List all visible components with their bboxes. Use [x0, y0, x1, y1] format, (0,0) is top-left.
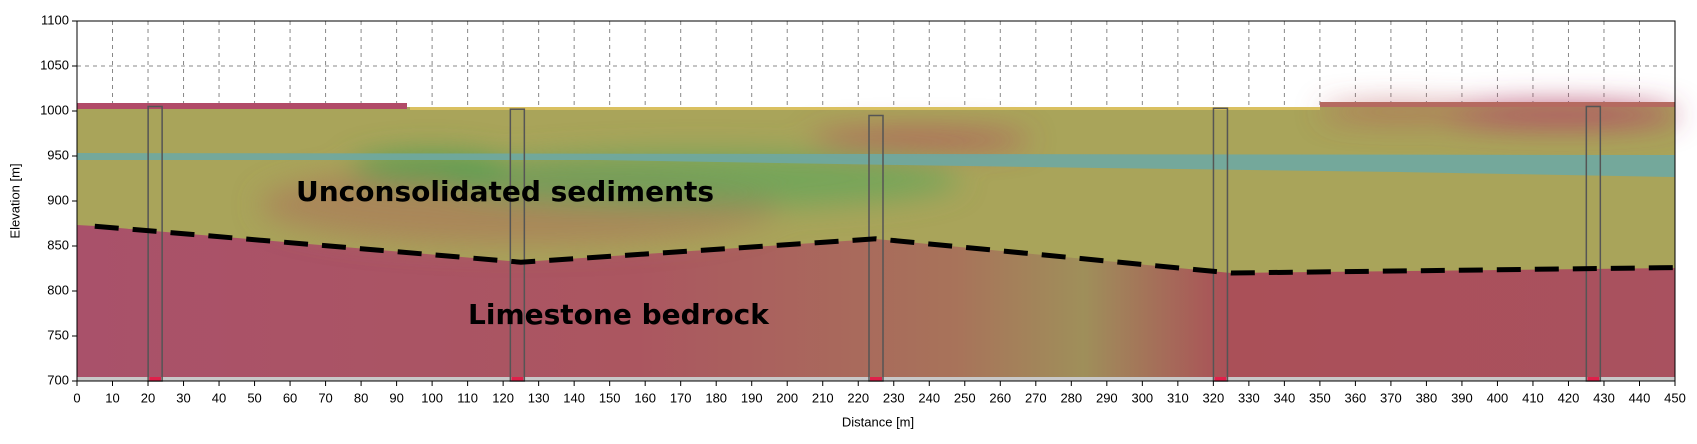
x-tick-label: 300 — [1131, 390, 1153, 405]
x-tick-label: 0 — [73, 390, 80, 405]
x-tick-label: 120 — [492, 390, 514, 405]
section-fill — [77, 102, 1680, 381]
x-tick-label: 30 — [176, 390, 190, 405]
x-tick-label: 130 — [528, 390, 550, 405]
x-tick-label: 190 — [741, 390, 763, 405]
x-tick-label: 370 — [1380, 390, 1402, 405]
x-tick-label: 70 — [318, 390, 332, 405]
x-tick-label: 450 — [1664, 390, 1686, 405]
x-tick-label: 320 — [1203, 390, 1225, 405]
borehole-base — [870, 377, 882, 381]
x-tick-label: 40 — [212, 390, 226, 405]
x-tick-label: 10 — [105, 390, 119, 405]
x-tick-label: 250 — [954, 390, 976, 405]
x-tick-label: 270 — [1025, 390, 1047, 405]
x-tick-label: 410 — [1522, 390, 1544, 405]
annotation: Unconsolidated sediments — [296, 175, 714, 208]
x-tick-label: 90 — [389, 390, 403, 405]
y-tick-label: 700 — [47, 372, 69, 387]
x-tick-label: 160 — [634, 390, 656, 405]
x-tick-label: 420 — [1558, 390, 1580, 405]
x-tick-label: 110 — [457, 390, 478, 405]
x-tick-label: 430 — [1593, 390, 1615, 405]
x-tick-label: 280 — [1060, 390, 1082, 405]
x-tick-label: 50 — [247, 390, 261, 405]
annotation: Limestone bedrock — [468, 298, 770, 331]
y-tick-label: 950 — [47, 147, 69, 162]
x-axis-label: Distance [m] — [842, 414, 914, 429]
x-tick-label: 340 — [1274, 390, 1296, 405]
x-tick-label: 20 — [141, 390, 155, 405]
y-tick-label: 800 — [47, 282, 69, 297]
borehole-base — [1587, 377, 1600, 381]
x-tick-label: 220 — [847, 390, 869, 405]
x-tick-label: 180 — [705, 390, 727, 405]
x-tick-label: 200 — [776, 390, 798, 405]
x-tick-label: 230 — [883, 390, 905, 405]
y-tick-label: 1000 — [40, 102, 69, 117]
x-tick-label: 390 — [1451, 390, 1473, 405]
x-tick-label: 360 — [1345, 390, 1367, 405]
boundary-line — [94, 223, 1676, 276]
x-tick-label: 240 — [918, 390, 940, 405]
x-tick-label: 100 — [421, 390, 443, 405]
borehole-base — [511, 377, 524, 381]
x-tick-label: 290 — [1096, 390, 1118, 405]
x-tick-label: 350 — [1309, 390, 1331, 405]
x-tick-label: 310 — [1167, 390, 1189, 405]
x-tick-label: 260 — [989, 390, 1011, 405]
x-tick-label: 140 — [563, 390, 585, 405]
y-tick-label: 750 — [47, 327, 69, 342]
x-tick-label: 400 — [1487, 390, 1509, 405]
x-tick-label: 210 — [812, 390, 834, 405]
x-tick-label: 150 — [599, 390, 621, 405]
y-tick-label: 900 — [47, 192, 69, 207]
y-tick-label: 850 — [47, 237, 69, 252]
x-tick-label: 80 — [354, 390, 368, 405]
y-tick-label: 1050 — [40, 57, 69, 72]
x-tick-label: 380 — [1416, 390, 1438, 405]
x-tick-label: 170 — [670, 390, 692, 405]
borehole-base — [149, 377, 162, 381]
x-tick-label: 60 — [283, 390, 297, 405]
borehole-base — [1214, 377, 1227, 381]
y-tick-label: 1100 — [41, 12, 69, 27]
y-axis-label: Elevation [m] — [7, 163, 22, 238]
x-tick-label: 440 — [1629, 390, 1651, 405]
x-tick-label: 330 — [1238, 390, 1260, 405]
